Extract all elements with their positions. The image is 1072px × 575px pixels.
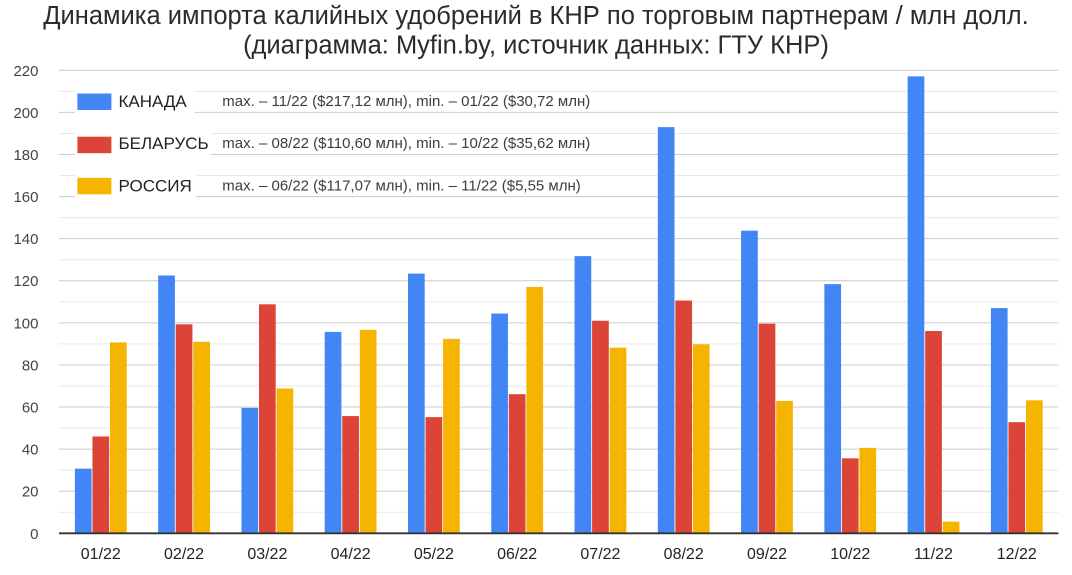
svg-text:РОССИЯ: РОССИЯ bbox=[119, 176, 192, 195]
svg-text:04/22: 04/22 bbox=[331, 546, 371, 563]
svg-text:20: 20 bbox=[22, 484, 39, 501]
svg-text:12/22: 12/22 bbox=[997, 546, 1037, 563]
svg-text:100: 100 bbox=[13, 315, 38, 332]
svg-text:08/22: 08/22 bbox=[664, 546, 704, 563]
svg-text:06/22: 06/22 bbox=[497, 546, 537, 563]
svg-text:10/22: 10/22 bbox=[830, 546, 870, 563]
svg-text:200: 200 bbox=[13, 105, 38, 122]
svg-text:220: 220 bbox=[13, 63, 38, 80]
svg-text:02/22: 02/22 bbox=[164, 546, 204, 563]
svg-text:140: 140 bbox=[13, 231, 38, 248]
svg-text:max. – 06/22 ($117,07 млн), mi: max. – 06/22 ($117,07 млн), min. – 11/22… bbox=[222, 177, 580, 194]
svg-text:03/22: 03/22 bbox=[247, 546, 287, 563]
svg-text:Динамика импорта калийных удоб: Динамика импорта калийных удобрений в КН… bbox=[43, 2, 1029, 30]
svg-text:0: 0 bbox=[30, 526, 38, 543]
svg-text:09/22: 09/22 bbox=[747, 546, 787, 563]
svg-text:80: 80 bbox=[22, 357, 39, 374]
svg-text:180: 180 bbox=[13, 147, 38, 164]
svg-text:11/22: 11/22 bbox=[914, 546, 953, 563]
svg-text:120: 120 bbox=[13, 273, 38, 290]
svg-text:БЕЛАРУСЬ: БЕЛАРУСЬ bbox=[119, 134, 209, 153]
svg-text:max. – 11/22 ($217,12 млн), mi: max. – 11/22 ($217,12 млн), min. – 01/22… bbox=[222, 93, 590, 110]
svg-text:07/22: 07/22 bbox=[580, 546, 620, 563]
svg-text:160: 160 bbox=[13, 189, 38, 206]
svg-text:(диаграмма: Myfin.by, источник: (диаграмма: Myfin.by, источник данных: Г… bbox=[243, 31, 829, 59]
svg-text:КАНАДА: КАНАДА bbox=[119, 92, 188, 111]
svg-text:max. – 08/22 ($110,60 млн), mi: max. – 08/22 ($110,60 млн), min. – 10/22… bbox=[222, 135, 590, 152]
svg-text:05/22: 05/22 bbox=[414, 546, 454, 563]
svg-text:60: 60 bbox=[22, 399, 39, 416]
svg-text:01/22: 01/22 bbox=[81, 546, 121, 563]
svg-text:40: 40 bbox=[22, 442, 39, 459]
